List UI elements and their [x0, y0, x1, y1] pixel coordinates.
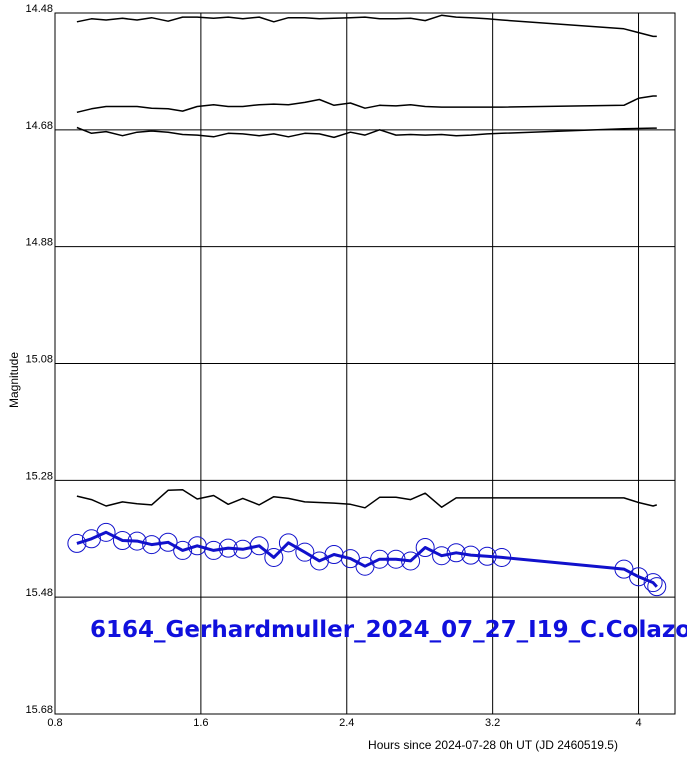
- x-tick-label: 2.4: [339, 717, 354, 729]
- y-tick-label: 14.88: [25, 237, 53, 249]
- target-data-point: [112, 531, 132, 551]
- target-data-point: [370, 549, 390, 569]
- target-data-point: [173, 540, 193, 560]
- target-data-point: [204, 540, 224, 560]
- target-data-point: [295, 542, 315, 562]
- target-data-point: [415, 538, 435, 558]
- data-series: [67, 14, 667, 597]
- target-data-point: [264, 547, 284, 567]
- target-data-point: [67, 533, 87, 553]
- grid-lines: [54, 12, 675, 715]
- y-axis-label: Magnitude: [7, 352, 21, 408]
- target-data-point: [477, 546, 497, 566]
- target-light-curve-line: [76, 530, 658, 588]
- y-tick-label: 14.68: [25, 120, 53, 132]
- target-data-point: [643, 573, 663, 593]
- target-data-point: [629, 567, 649, 587]
- target-data-point: [142, 535, 162, 555]
- x-tick-label: 3.2: [485, 717, 500, 729]
- y-tick-label: 14.48: [25, 3, 53, 15]
- target-data-point: [401, 551, 421, 571]
- comparison-star-line-4: [76, 488, 658, 509]
- x-tick-label: 1.6: [193, 717, 208, 729]
- comparison-star-line-1: [76, 14, 657, 38]
- x-axis-label: Hours since 2024-07-28 0h UT (JD 2460519…: [368, 738, 618, 752]
- target-data-point: [278, 533, 298, 553]
- target-data-point: [127, 531, 147, 551]
- target-data-point: [96, 522, 116, 542]
- target-data-point: [446, 543, 466, 563]
- y-tick-label: 15.08: [25, 354, 53, 366]
- target-data-point: [461, 545, 481, 565]
- target-data-point: [158, 532, 178, 552]
- target-data-point: [233, 539, 253, 559]
- plot-frame: [54, 12, 676, 715]
- comparison-star-line-3: [76, 126, 657, 139]
- target-data-point: [324, 545, 344, 565]
- target-data-point: [432, 546, 452, 566]
- y-tick-label: 15.68: [25, 704, 53, 716]
- y-tick-label: 15.48: [25, 587, 53, 599]
- x-tick-label: 0.8: [47, 717, 62, 729]
- comparison-star-line-2: [76, 95, 657, 114]
- y-tick-label: 15.28: [25, 470, 53, 482]
- chart-title: 6164_Gerhardmuller_2024_07_27_I19_C.Cola…: [90, 617, 687, 643]
- target-data-point: [249, 536, 269, 556]
- target-data-point: [647, 577, 667, 597]
- target-data-point: [218, 538, 238, 558]
- y-tick-labels: 14.48 14.68 14.88 15.08 15.28 15.48 15.68: [25, 3, 53, 716]
- x-tick-labels: 0.8 1.6 2.4 3.2 4: [47, 717, 641, 729]
- target-data-point: [386, 549, 406, 569]
- x-tick-label: 4: [635, 717, 641, 729]
- target-data-point: [492, 547, 512, 567]
